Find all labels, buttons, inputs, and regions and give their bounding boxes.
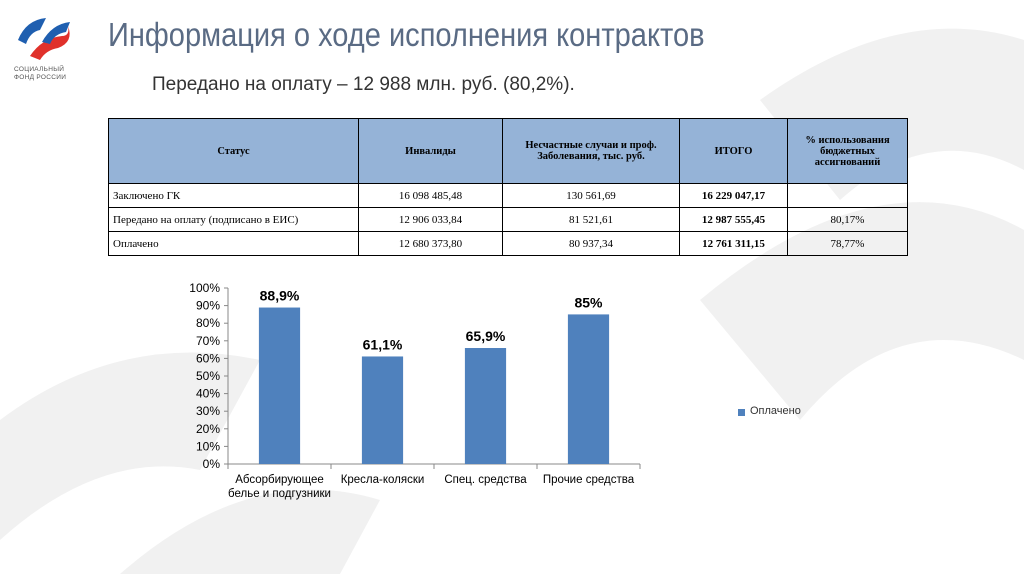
x-tick-label: Спец. средства [444, 474, 527, 486]
y-tick-label: 70% [196, 334, 220, 348]
logo-mark [18, 18, 70, 60]
y-tick-label: 90% [196, 299, 220, 313]
x-tick-label: Абсорбирующее белье и подгузники [228, 474, 331, 500]
header-cell: % использования бюджетных ассигнований [787, 118, 908, 184]
table-row: Заключено ГК 16 098 485,48 130 561,69 16 22… [108, 183, 908, 208]
logo-line: СОЦИАЛЬНЫЙ [14, 66, 65, 73]
table-cell: 12 987 555,45 [679, 207, 788, 232]
header-cell: Несчастные случаи и проф. Заболевания, т… [502, 118, 680, 184]
table-cell: 78,77% [787, 231, 908, 256]
table-cell: Передано на оплату (подписано в ЕИС) [108, 207, 359, 232]
y-tick-label: 30% [196, 404, 220, 418]
table-body: Заключено ГК 16 098 485,48 130 561,69 16 22… [108, 183, 908, 256]
table-cell: 80,17% [787, 207, 908, 232]
header-row: Статус Инвалиды Несчастные случаи и проф. … [108, 118, 908, 184]
contracts-table: Статус Инвалиды Несчастные случаи и проф. … [108, 118, 908, 256]
y-tick-label: 20% [196, 422, 220, 436]
bar [464, 348, 507, 464]
header-cell: Статус [108, 118, 359, 184]
table-cell: 16 098 485,48 [358, 183, 503, 208]
table-cell: 130 561,69 [502, 183, 680, 208]
bar [567, 314, 610, 464]
legend-label: Оплачено [750, 405, 801, 417]
y-tick-label: 60% [196, 351, 220, 365]
logo-line: ФОНД РОССИИ [14, 74, 67, 81]
x-tick-label: Кресла-коляски [340, 474, 425, 486]
data-label: 61,1% [363, 336, 403, 352]
y-tick-label: 0% [203, 457, 221, 471]
y-tick-label: 80% [196, 316, 220, 330]
subtitle: Передано на оплату – 12 988 млн. руб. (8… [152, 74, 575, 95]
data-label: 88,9% [260, 288, 300, 304]
y-tick-label: 10% [196, 439, 220, 453]
y-tick-label: 100% [189, 281, 220, 295]
header-cell: ИТОГО [679, 118, 788, 184]
table-row: Оплачено 12 680 373,80 80 937,34 12 761 311… [108, 231, 908, 256]
table-cell: Заключено ГК [108, 183, 359, 208]
data-label: 85% [574, 294, 603, 310]
y-tick-label: 40% [196, 387, 220, 401]
data-label: 65,9% [466, 328, 506, 344]
slide-title: Информация о ходе исполнения контрактов [108, 16, 705, 53]
bar [258, 307, 301, 464]
x-tick-label: Прочие средства [542, 474, 635, 486]
legend-swatch [738, 409, 745, 416]
table-cell: Оплачено [108, 231, 359, 256]
table-cell: 12 680 373,80 [358, 231, 503, 256]
bar [361, 356, 404, 464]
y-tick-label: 50% [196, 369, 220, 383]
logo-text: СОЦИАЛЬНЫЙ ФОНД РОССИИ [14, 66, 66, 82]
